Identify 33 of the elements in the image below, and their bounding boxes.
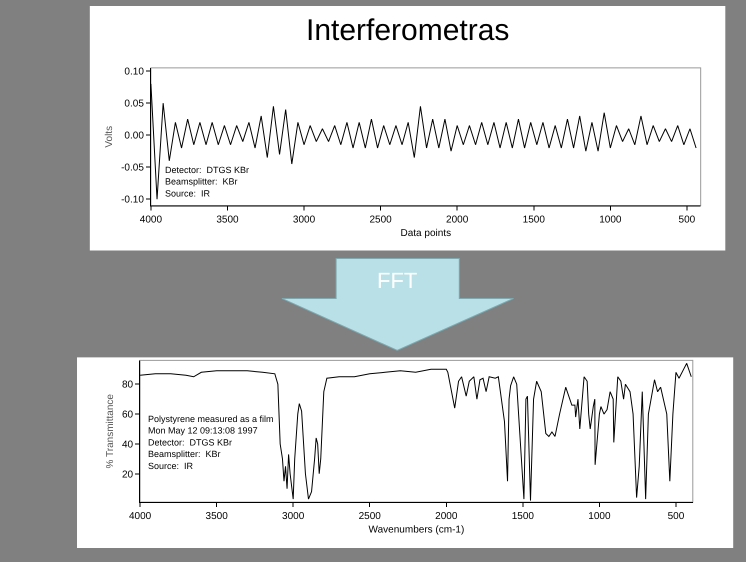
x-tick-label: 500 xyxy=(668,511,685,522)
x-tick-label: 4000 xyxy=(140,214,162,226)
x-tick-label: 1000 xyxy=(588,511,611,522)
x-tick-label: 2000 xyxy=(435,511,458,522)
y-tick-label: 0.10 xyxy=(124,66,144,78)
y-axis-title: Volts xyxy=(104,126,116,148)
x-tick-label: 2500 xyxy=(358,511,382,522)
chart-title: Interferometras xyxy=(306,14,510,47)
x-tick-label: 500 xyxy=(678,214,696,226)
x-tick-label: 1500 xyxy=(522,214,546,226)
y-axis-title: % Transmittance xyxy=(104,394,116,468)
x-tick-label: 2500 xyxy=(369,214,392,226)
chart-title: FFT xyxy=(377,268,418,293)
y-tick-label: -0.10 xyxy=(121,194,144,206)
annotation: Polystyrene measured as a film Mon May 12 09:13:08 1997 Detector: DTGS KBr Beamsplitter: KBr Source: IR xyxy=(148,414,274,471)
x-tick-label: 1500 xyxy=(512,511,534,522)
x-tick-label: 2000 xyxy=(446,214,469,226)
y-tick-label: 20 xyxy=(122,469,134,480)
x-tick-label: 3500 xyxy=(206,511,228,522)
x-axis-title: Data points xyxy=(400,228,452,240)
x-axis-title: Wavenumbers (cm-1) xyxy=(368,524,464,536)
x-tick-label: 3000 xyxy=(292,214,316,226)
x-tick-label: 3000 xyxy=(282,511,305,522)
x-tick-label: 3500 xyxy=(216,214,240,226)
y-tick-label: 80 xyxy=(122,380,134,391)
y-tick-label: 0.00 xyxy=(124,130,144,142)
x-tick-label: 1000 xyxy=(599,214,622,226)
y-tick-label: -0.05 xyxy=(121,162,144,174)
annotation: Detector: DTGS KBr Beamsplitter: KBr Source: IR xyxy=(165,165,250,198)
y-tick-label: 0.05 xyxy=(124,98,144,110)
y-tick-label: 40 xyxy=(122,439,134,450)
x-tick-label: 4000 xyxy=(128,511,152,522)
y-tick-label: 60 xyxy=(122,410,134,421)
